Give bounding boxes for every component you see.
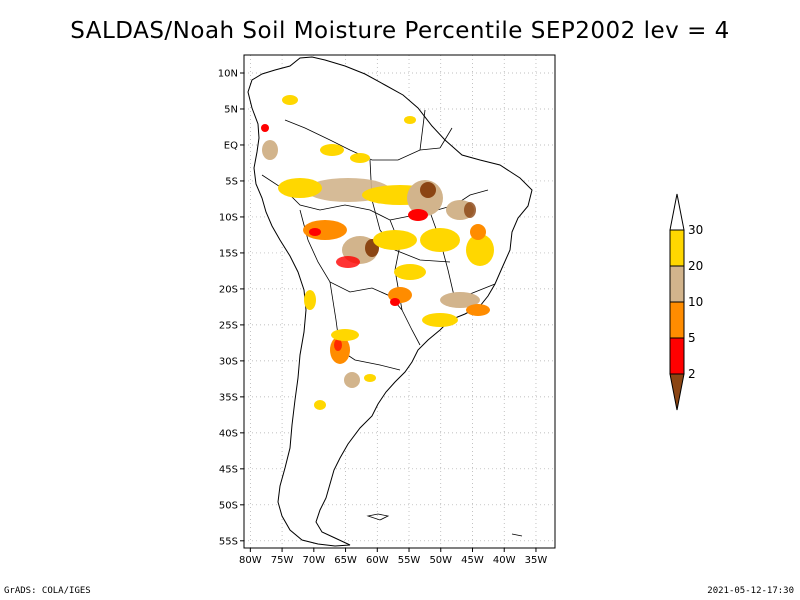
legend-segment: [669, 265, 685, 303]
footer-timestamp: 2021-05-12-17:30: [707, 586, 794, 596]
lon-tick-label: 80W: [239, 555, 262, 566]
lat-tick-label: 40S: [219, 428, 238, 439]
lat-tick-label: 45S: [219, 464, 238, 475]
lat-tick-label: 55S: [219, 536, 238, 547]
lat-tick-label: 5N: [224, 104, 238, 115]
legend-colorbar: 30 20 10 5 2: [669, 193, 703, 411]
legend-segment: [669, 229, 685, 267]
south-america-coastline: [247, 56, 533, 547]
lat-tick-label: 10S: [219, 212, 238, 223]
legend-label: 5: [688, 331, 696, 345]
lon-tick-label: 50W: [429, 555, 452, 566]
lon-tick-label: 40W: [493, 555, 516, 566]
legend-bottom-arrow: [669, 373, 685, 411]
legend-top-arrow: [669, 193, 685, 231]
lon-tick-label: 65W: [334, 555, 357, 566]
lon-tick-label: 55W: [398, 555, 421, 566]
lon-tick-label: 60W: [366, 555, 389, 566]
legend-label: 10: [688, 295, 703, 309]
latitude-labels: 10N 5N EQ 5S 10S 15S 20S 25S 30S 35S 40S 45S 50S 55S: [218, 68, 244, 547]
lat-tick-label: 25S: [219, 320, 238, 331]
lat-tick-label: 20S: [219, 284, 238, 295]
lat-tick-label: 35S: [219, 392, 238, 403]
lat-tick-label: 15S: [219, 248, 238, 259]
lon-tick-label: 45W: [461, 555, 484, 566]
lon-tick-label: 75W: [271, 555, 294, 566]
legend-segment: [669, 337, 685, 375]
legend-label: 20: [688, 259, 703, 273]
footer-credit: GrADS: COLA/IGES: [4, 586, 91, 596]
lon-tick-label: 35W: [525, 555, 548, 566]
legend-segment: [669, 301, 685, 339]
lat-tick-label: 50S: [219, 500, 238, 511]
lon-tick-label: 70W: [303, 555, 326, 566]
lat-tick-label: EQ: [224, 140, 238, 151]
legend-label: 2: [688, 367, 696, 381]
lat-tick-label: 5S: [225, 176, 238, 187]
longitude-labels: 80W 75W 70W 65W 60W 55W 50W 45W 40W 35W: [239, 548, 547, 566]
lat-tick-label: 10N: [218, 68, 238, 79]
legend-label: 30: [688, 223, 703, 237]
lat-tick-label: 30S: [219, 356, 238, 367]
map-frame: [243, 54, 556, 549]
percentile-fill: [261, 95, 494, 410]
map-title: SALDAS/Noah Soil Moisture Percentile SEP…: [70, 18, 730, 44]
continent-layer: [247, 56, 533, 547]
